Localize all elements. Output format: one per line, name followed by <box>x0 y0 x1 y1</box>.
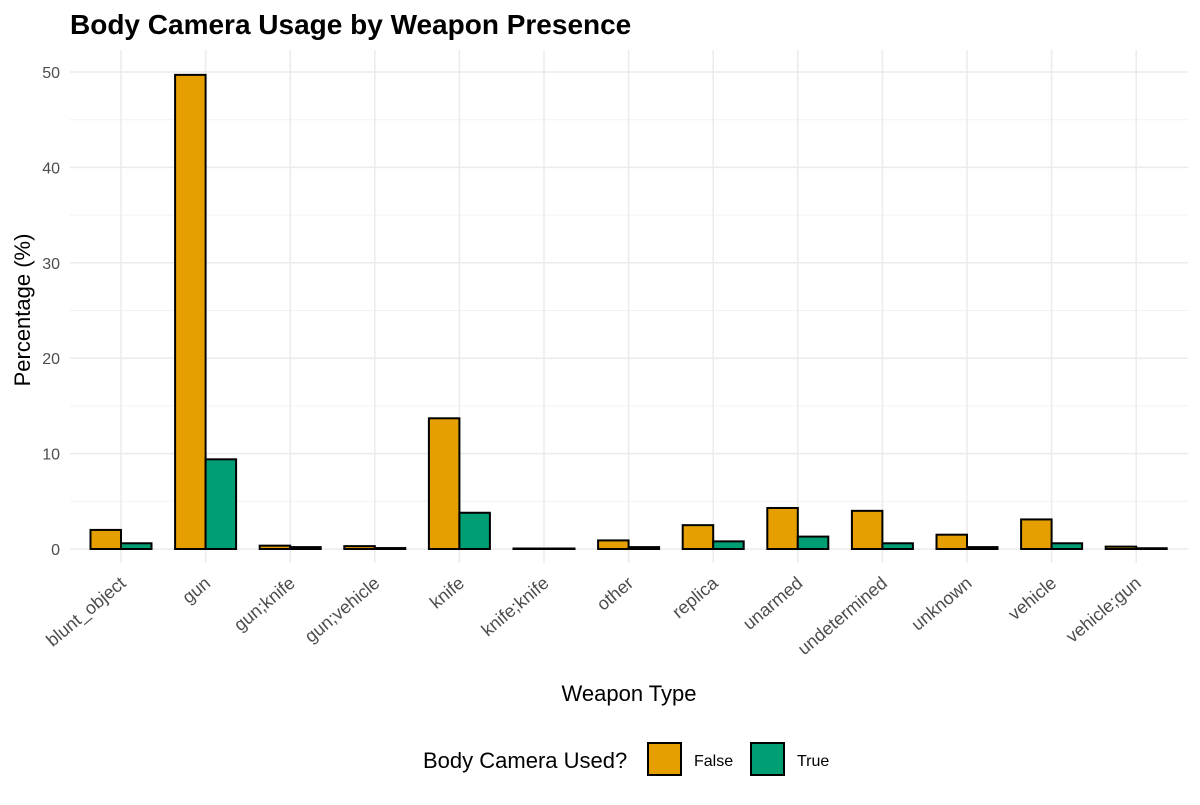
bar-false-other <box>597 539 630 551</box>
chart-title: Body Camera Usage by Weapon Presence <box>70 9 631 40</box>
x-tick-label: blunt_object <box>42 573 130 651</box>
x-tick-label: gun;vehicle <box>301 573 384 647</box>
bar-true-vehicle-gun <box>1135 547 1168 551</box>
bar-false-vehicle-gun <box>1104 545 1138 550</box>
x-tick-label: unarmed <box>739 573 806 634</box>
bar-true-replica <box>712 540 745 550</box>
y-axis-ticks: 0 10 20 30 40 50 <box>42 65 60 559</box>
bar-false-gun <box>174 73 207 550</box>
x-tick-label: unknown <box>908 573 976 635</box>
grid-lines <box>70 50 1188 563</box>
bar-false-gun-knife <box>258 544 292 551</box>
x-tick-label: vehicle <box>1004 573 1060 624</box>
bar-false-knife <box>427 417 461 550</box>
y-tick-label: 0 <box>51 542 60 559</box>
x-tick-label: undetermined <box>794 573 891 659</box>
legend-key-false <box>647 742 682 776</box>
y-tick-label: 20 <box>42 351 60 368</box>
bar-true-knife <box>458 511 491 550</box>
bar-true-gun <box>204 458 238 551</box>
y-tick-label: 40 <box>42 160 60 177</box>
bar-true-unarmed <box>796 535 830 551</box>
y-axis-title: Percentage (%) <box>10 234 35 387</box>
y-tick-label: 30 <box>42 256 60 273</box>
bar-true-undetermined <box>881 542 914 551</box>
bar-false-knife-knife <box>512 547 545 550</box>
x-tick-label: gun <box>178 573 214 608</box>
legend: Body Camera Used? False True <box>423 742 829 776</box>
bar-false-vehicle <box>1020 518 1053 551</box>
x-tick-label: vehicle;gun <box>1062 573 1145 647</box>
bar-true-other <box>627 546 661 550</box>
x-tick-label: replica <box>668 572 722 622</box>
y-tick-label: 50 <box>42 65 60 82</box>
bar-true-gun-vehicle <box>373 547 407 551</box>
x-tick-label: knife;knife <box>478 573 553 640</box>
bar-true-vehicle <box>1050 542 1084 551</box>
legend-items: False True <box>647 742 829 776</box>
legend-key-true <box>750 742 785 776</box>
bar-false-replica <box>681 524 715 551</box>
bars <box>89 73 1168 551</box>
legend-label-true: True <box>797 753 829 770</box>
x-axis-ticks: blunt_object gun gun;knife gun;vehicle knife… <box>42 572 1144 659</box>
bar-true-gun-knife <box>289 546 322 550</box>
y-tick-label: 10 <box>42 447 60 464</box>
x-tick-label: knife <box>426 573 468 613</box>
bar-false-unknown <box>935 533 968 551</box>
bar-false-blunt-object <box>89 528 122 550</box>
legend-label-false: False <box>694 753 733 770</box>
x-axis-title: Weapon Type <box>562 681 697 706</box>
bar-true-unknown <box>966 546 999 550</box>
bar-false-undetermined <box>850 509 884 550</box>
bar-true-blunt-object <box>120 542 153 551</box>
x-tick-label: other <box>593 573 637 615</box>
bar-false-unarmed <box>766 506 799 550</box>
legend-title: Body Camera Used? <box>423 748 627 773</box>
x-tick-label: gun;knife <box>230 573 299 635</box>
bar-true-knife-knife <box>543 547 576 550</box>
bar-false-gun-vehicle <box>343 545 376 551</box>
